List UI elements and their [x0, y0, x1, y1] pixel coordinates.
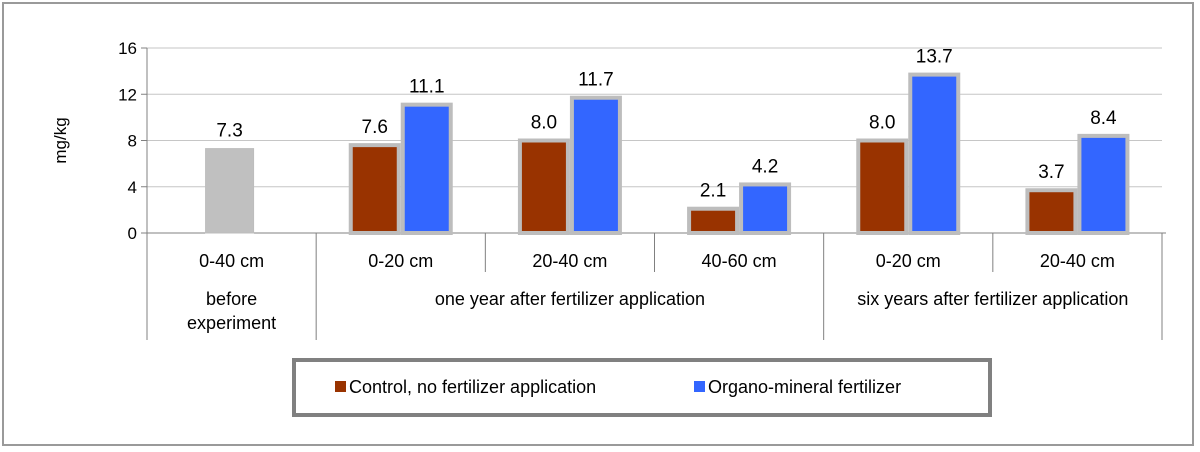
bar-control	[856, 138, 909, 235]
grid-lines	[147, 47, 1162, 188]
category-axis: 0-40 cm 0-20 cm 20-40 cm 40-60 cm 0-20 cm 20-…	[146, 233, 1163, 340]
data-label-control: 2.1	[700, 181, 726, 202]
period-label: one year after fertilizer application	[435, 289, 705, 309]
bar-control	[687, 206, 740, 235]
y-tick-label: 4	[128, 178, 137, 197]
data-label-control: 7.6	[362, 117, 388, 138]
depth-label: 20-40 cm	[532, 251, 607, 271]
period-label: six years after fertilizer application	[857, 289, 1128, 309]
bar-control	[348, 143, 401, 235]
data-label-organo-mineral: 11.1	[409, 77, 445, 98]
data-label-control: 8.0	[869, 113, 895, 134]
bar-organo-mineral	[569, 95, 622, 235]
data-label-control: 8.0	[531, 113, 557, 134]
y-axis-title: mg/kg	[51, 117, 70, 163]
bar-organo-mineral	[739, 182, 792, 235]
data-labels: 7.3 7.6 11.1 8.0 11.7 2.1 4.2 8.0 13.7 3.7 8.4	[216, 47, 1117, 202]
data-label-organo-mineral: 11.7	[578, 70, 614, 91]
legend: Control, no fertilizer application Organo…	[292, 358, 992, 417]
depth-label: 0-20 cm	[876, 251, 941, 271]
axes: 0 4 8 12 16 mg/kg	[51, 39, 1166, 243]
bar-control	[1025, 188, 1078, 235]
bar-organo-mineral	[400, 102, 453, 235]
legend-swatch-control	[335, 381, 346, 392]
bar-organo-mineral	[1077, 133, 1130, 235]
legend-swatch-organo-mineral	[694, 381, 705, 392]
period-label: experiment	[187, 313, 276, 333]
y-tick-label: 0	[128, 224, 137, 243]
data-label-organo-mineral: 13.7	[916, 47, 953, 68]
data-label-organo-mineral: 4.2	[752, 156, 778, 177]
bar-organo-mineral	[908, 72, 961, 235]
data-label-organo-mineral: 8.4	[1090, 108, 1117, 129]
depth-label: 0-40 cm	[199, 251, 264, 271]
y-tick-label: 12	[118, 85, 137, 104]
depth-label: 0-20 cm	[368, 251, 433, 271]
depth-label: 40-60 cm	[702, 251, 777, 271]
data-label-baseline: 7.3	[216, 121, 242, 142]
y-tick-label: 16	[118, 39, 137, 58]
bars	[205, 72, 1130, 235]
depth-label: 20-40 cm	[1040, 251, 1115, 271]
data-label-control: 3.7	[1038, 162, 1064, 183]
legend-box	[292, 358, 992, 417]
bar-baseline	[205, 148, 255, 234]
legend-label-control: Control, no fertilizer application	[349, 377, 596, 397]
legend-label-organo-mineral: Organo-mineral fertilizer	[708, 377, 901, 397]
y-tick-label: 8	[128, 132, 137, 151]
period-label: before	[206, 289, 257, 309]
bar-control	[517, 138, 570, 235]
